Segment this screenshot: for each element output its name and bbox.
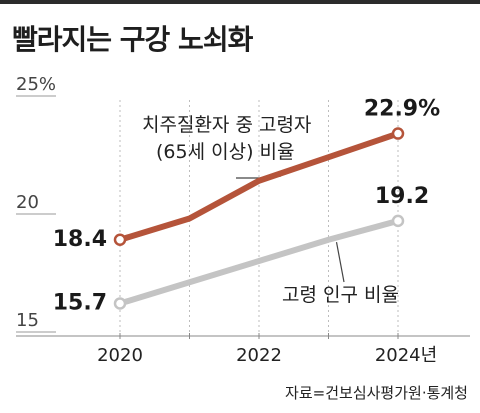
- series-line-1: [117, 217, 401, 307]
- data-point-1-0: [113, 297, 127, 310]
- top-rule: [0, 0, 480, 4]
- x-tick-label: 2020: [97, 345, 143, 366]
- y-tick-label: 20: [16, 192, 39, 213]
- start-value-label: 15.7: [53, 290, 107, 315]
- y-tick-label: 25%: [16, 74, 56, 95]
- series-label-line: 치주질환자 중 고령자: [142, 114, 311, 136]
- data-point-0-4: [391, 127, 405, 140]
- series-label-line: (65세 이상) 비율: [156, 141, 294, 163]
- series-line-0: [117, 130, 401, 243]
- x-tick-label: 2022: [236, 345, 282, 366]
- chart-title: 빨라지는 구강 노쇠화: [12, 23, 253, 56]
- series-label-leader-1: [335, 242, 345, 283]
- end-value-label: 22.9%: [364, 97, 440, 122]
- data-point-0-0: [113, 233, 127, 247]
- x-tick-label: 2024년: [375, 345, 437, 366]
- y-tick-label: 15: [16, 310, 39, 331]
- end-value-label: 19.2: [375, 184, 429, 209]
- data-point-1-4: [391, 214, 405, 228]
- source-note: 자료=건보심사평가원·통계청: [285, 384, 468, 402]
- start-value-label: 18.4: [53, 227, 107, 252]
- series-label-line: 고령 인구 비율: [282, 284, 399, 306]
